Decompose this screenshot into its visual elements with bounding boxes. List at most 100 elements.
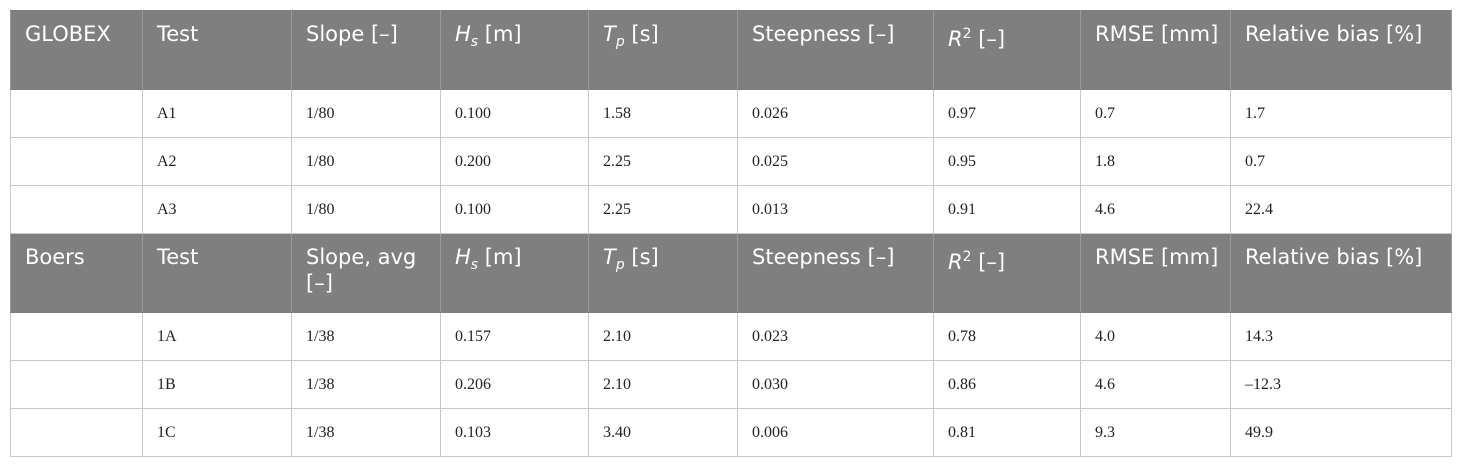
data-cell: 0.100: [440, 89, 589, 138]
unit: [s]: [631, 22, 659, 46]
data-cell: 0.95: [933, 137, 1081, 186]
header-row: Boers Test Slope, avg [–] Hs [m] Tp [s] Steep…: [10, 233, 1452, 313]
data-cell: 1/38: [291, 360, 441, 409]
data-cell: 0.81: [933, 408, 1081, 457]
header-cell: Boers: [10, 233, 143, 313]
empty-cell: [10, 137, 143, 186]
symbol: H: [455, 22, 471, 46]
subscript: p: [616, 34, 625, 50]
data-cell: 1.7: [1230, 89, 1452, 138]
data-row: A3 1/80 0.100 2.25 0.013 0.91 4.6 22.4: [10, 185, 1452, 234]
data-cell: 0.026: [737, 89, 934, 138]
subscript-text: p: [615, 34, 625, 51]
data-cell: 1C: [142, 408, 292, 457]
subscript-text: p: [615, 257, 625, 274]
data-cell: 1.8: [1080, 137, 1231, 186]
data-row: 1C 1/38 0.103 3.40 0.006 0.81 9.3 49.9: [10, 408, 1452, 457]
data-cell: 14.3: [1230, 312, 1452, 361]
header-cell: R2 [–]: [933, 10, 1081, 90]
subscript: s: [471, 34, 478, 50]
header-cell: GLOBEX: [10, 10, 143, 90]
data-cell: 3.40: [588, 408, 738, 457]
data-row: A2 1/80 0.200 2.25 0.025 0.95 1.8 0.7: [10, 137, 1452, 186]
header-cell: R2 [–]: [933, 233, 1081, 313]
data-cell: 1.58: [588, 89, 738, 138]
symbol: T: [603, 22, 616, 46]
header-cell: Test: [142, 233, 292, 313]
header-cell: Tp [s]: [588, 10, 738, 90]
empty-cell: [10, 360, 143, 409]
empty-cell: [10, 89, 143, 138]
data-cell: 0.206: [440, 360, 589, 409]
data-cell: 49.9: [1230, 408, 1452, 457]
header-cell: Hs [m]: [440, 233, 589, 313]
data-cell: A3: [142, 185, 292, 234]
empty-cell: [10, 185, 143, 234]
superscript: 2: [962, 249, 972, 265]
data-cell: 4.6: [1080, 185, 1231, 234]
header-cell: Test: [142, 10, 292, 90]
symbol: R: [948, 250, 963, 274]
data-cell: 1B: [142, 360, 292, 409]
data-cell: A1: [142, 89, 292, 138]
subscript-text: s: [470, 257, 479, 274]
header-cell: Hs [m]: [440, 10, 589, 90]
data-cell: 4.6: [1080, 360, 1231, 409]
empty-cell: [10, 408, 143, 457]
data-cell: 0.97: [933, 89, 1081, 138]
data-cell: 0.006: [737, 408, 934, 457]
symbol: H: [455, 245, 471, 269]
subscript: p: [616, 257, 625, 273]
subscript: s: [471, 257, 478, 273]
header-cell: Steepness [–]: [737, 233, 934, 313]
data-cell: 2.10: [588, 360, 738, 409]
data-cell: 0.103: [440, 408, 589, 457]
unit: [s]: [631, 245, 659, 269]
data-cell: 1/80: [291, 137, 441, 186]
header-cell: Slope, avg [–]: [291, 233, 441, 313]
data-cell: 2.25: [588, 137, 738, 186]
empty-cell: [10, 312, 143, 361]
data-cell: 0.025: [737, 137, 934, 186]
data-cell: 1/38: [291, 312, 441, 361]
header-cell: Slope [–]: [291, 10, 441, 90]
header-row: GLOBEX Test Slope [–] Hs [m] Tp [s] Steepness…: [10, 10, 1452, 90]
data-cell: 0.91: [933, 185, 1081, 234]
table-body: GLOBEX Test Slope [–] Hs [m] Tp [s] Steepness…: [10, 10, 1452, 457]
unit: [m]: [484, 245, 522, 269]
data-table: GLOBEX Test Slope [–] Hs [m] Tp [s] Steepness…: [10, 10, 1452, 457]
data-cell: 1/80: [291, 89, 441, 138]
data-cell: 1/80: [291, 185, 441, 234]
unit: [–]: [978, 27, 1006, 51]
data-cell: 0.030: [737, 360, 934, 409]
data-cell: A2: [142, 137, 292, 186]
data-row: A1 1/80 0.100 1.58 0.026 0.97 0.7 1.7: [10, 89, 1452, 138]
unit: [–]: [978, 250, 1006, 274]
header-cell: RMSE [mm]: [1080, 10, 1231, 90]
symbol: T: [603, 245, 616, 269]
unit: [m]: [484, 22, 522, 46]
data-row: 1B 1/38 0.206 2.10 0.030 0.86 4.6 –12.3: [10, 360, 1452, 409]
data-cell: 0.157: [440, 312, 589, 361]
header-cell: Tp [s]: [588, 233, 738, 313]
header-cell: Relative bias [%]: [1230, 10, 1452, 90]
superscript: 2: [962, 26, 972, 42]
data-cell: 2.10: [588, 312, 738, 361]
data-cell: 22.4: [1230, 185, 1452, 234]
data-cell: 9.3: [1080, 408, 1231, 457]
data-cell: 4.0: [1080, 312, 1231, 361]
data-cell: 1/38: [291, 408, 441, 457]
data-cell: –12.3: [1230, 360, 1452, 409]
data-cell: 0.7: [1230, 137, 1452, 186]
data-cell: 0.013: [737, 185, 934, 234]
data-cell: 0.86: [933, 360, 1081, 409]
data-cell: 2.25: [588, 185, 738, 234]
header-cell: RMSE [mm]: [1080, 233, 1231, 313]
subscript-text: s: [470, 34, 479, 51]
symbol: R: [948, 27, 963, 51]
data-row: 1A 1/38 0.157 2.10 0.023 0.78 4.0 14.3: [10, 312, 1452, 361]
data-cell: 1A: [142, 312, 292, 361]
data-cell: 0.023: [737, 312, 934, 361]
data-cell: 0.7: [1080, 89, 1231, 138]
